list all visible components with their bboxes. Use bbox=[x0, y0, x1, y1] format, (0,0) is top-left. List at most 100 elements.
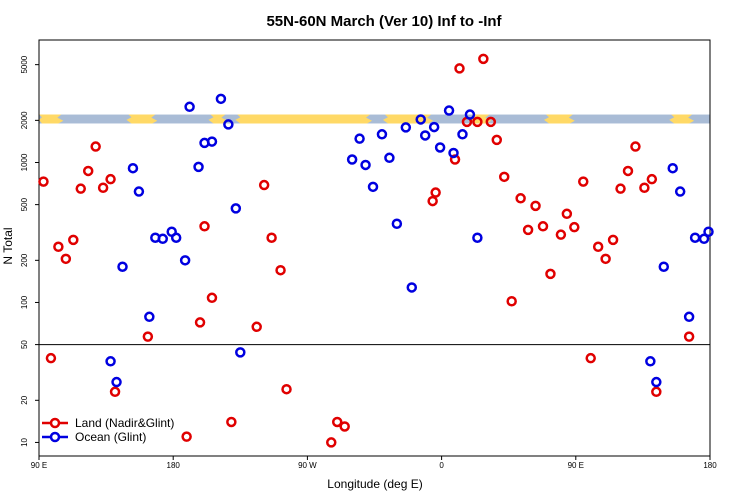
land-point bbox=[181, 431, 192, 442]
y-tick-label: 100 bbox=[20, 295, 29, 309]
ocean-point bbox=[105, 356, 116, 367]
land-point bbox=[258, 179, 270, 191]
ocean-point bbox=[206, 136, 218, 147]
land-ocean-band bbox=[39, 114, 710, 124]
ocean-point bbox=[360, 159, 371, 171]
land-point bbox=[142, 331, 154, 342]
legend-marker-ocean bbox=[49, 431, 61, 443]
land-point bbox=[275, 264, 286, 276]
land-point bbox=[592, 241, 604, 253]
land-point bbox=[600, 253, 611, 265]
x-tick-label: 180 bbox=[167, 461, 181, 470]
chart-title: 55N-60N March (Ver 10) Inf to -Inf bbox=[266, 13, 502, 30]
land-point bbox=[651, 386, 662, 398]
land-point bbox=[530, 200, 541, 212]
land-band-segment bbox=[382, 114, 434, 124]
ocean-point bbox=[376, 129, 388, 140]
land-point bbox=[266, 232, 277, 243]
ocean-point bbox=[645, 356, 656, 367]
land-point bbox=[60, 253, 72, 265]
ocean-point bbox=[133, 186, 145, 197]
land-point bbox=[53, 241, 64, 253]
land-point bbox=[506, 296, 517, 307]
x-tick-label: 90 W bbox=[298, 461, 317, 470]
land-point bbox=[427, 195, 438, 207]
y-tick-label: 5000 bbox=[20, 55, 29, 73]
ocean-point bbox=[117, 261, 128, 272]
land-point bbox=[498, 171, 510, 183]
y-axis-ticks: 10 20 50 100 200 500 1000 2000 5000 bbox=[20, 55, 39, 447]
ocean-point bbox=[683, 311, 695, 323]
land-point bbox=[578, 176, 589, 187]
plot-frame bbox=[38, 39, 711, 457]
y-tick-label: 1000 bbox=[20, 153, 29, 171]
x-tick-label: 90 E bbox=[568, 461, 584, 470]
land-point bbox=[226, 416, 237, 428]
ocean-point bbox=[230, 203, 242, 214]
ocean-point bbox=[419, 130, 431, 141]
ocean-point bbox=[698, 233, 710, 245]
ocean-point bbox=[235, 347, 246, 358]
land-band-segment bbox=[543, 114, 575, 124]
land-band-segment bbox=[39, 114, 64, 124]
ocean-point bbox=[184, 101, 195, 113]
land-point bbox=[199, 221, 210, 232]
ocean-point bbox=[400, 122, 412, 133]
land-point bbox=[639, 182, 650, 193]
land-point bbox=[109, 386, 121, 398]
ocean-point bbox=[179, 255, 191, 266]
land-point bbox=[105, 173, 116, 185]
land-point bbox=[607, 234, 619, 246]
ocean-point bbox=[215, 93, 227, 105]
land-band-segment bbox=[126, 114, 158, 124]
ocean-point bbox=[428, 121, 440, 133]
land-point bbox=[454, 63, 465, 74]
ocean-point bbox=[367, 181, 379, 193]
ocean-point bbox=[434, 142, 446, 153]
x-tick-label: 180 bbox=[703, 461, 717, 470]
ocean-point bbox=[464, 109, 476, 120]
ocean-point bbox=[127, 162, 139, 174]
land-point bbox=[515, 193, 526, 204]
ocean-point bbox=[674, 186, 686, 197]
land-point bbox=[522, 224, 534, 236]
y-tick-label: 200 bbox=[20, 253, 29, 267]
legend-marker-land bbox=[49, 417, 61, 429]
land-point bbox=[485, 116, 497, 128]
land-point bbox=[646, 173, 658, 185]
ocean-point bbox=[111, 376, 122, 388]
land-point bbox=[326, 437, 337, 448]
y-tick-label: 10 bbox=[20, 437, 29, 446]
land-band-segment bbox=[208, 114, 228, 124]
ocean-point bbox=[193, 161, 204, 173]
land-point bbox=[622, 165, 634, 177]
y-tick-label: 2000 bbox=[20, 111, 29, 129]
land-point bbox=[194, 317, 206, 328]
land-point bbox=[472, 116, 483, 128]
land-point bbox=[683, 331, 695, 342]
land-point bbox=[68, 234, 79, 246]
legend-label-ocean: Ocean (Glint) bbox=[75, 430, 146, 444]
land-band-segment bbox=[235, 114, 373, 124]
ocean-point bbox=[448, 147, 459, 159]
ocean-point bbox=[703, 226, 714, 238]
ocean-point bbox=[457, 129, 468, 140]
ocean-point bbox=[667, 162, 678, 174]
ocean-series bbox=[105, 93, 714, 388]
x-axis-label: Longitude (deg E) bbox=[327, 477, 422, 491]
data-points bbox=[38, 53, 714, 448]
legend-label-land: Land (Nadir&Glint) bbox=[75, 416, 174, 430]
x-tick-label: 90 E bbox=[31, 461, 47, 470]
x-axis-ticks: 90 E 180 90 W 0 90 E 180 bbox=[31, 456, 717, 470]
land-point bbox=[75, 183, 87, 194]
x-tick-label: 0 bbox=[439, 461, 444, 470]
ocean-point bbox=[346, 154, 358, 165]
ocean-point bbox=[689, 232, 701, 243]
land-series bbox=[38, 53, 695, 448]
ocean-point bbox=[157, 233, 169, 245]
ocean-point bbox=[354, 133, 365, 144]
land-point bbox=[585, 352, 596, 364]
land-point bbox=[281, 383, 292, 395]
land-point bbox=[82, 165, 94, 177]
land-point bbox=[339, 421, 350, 432]
